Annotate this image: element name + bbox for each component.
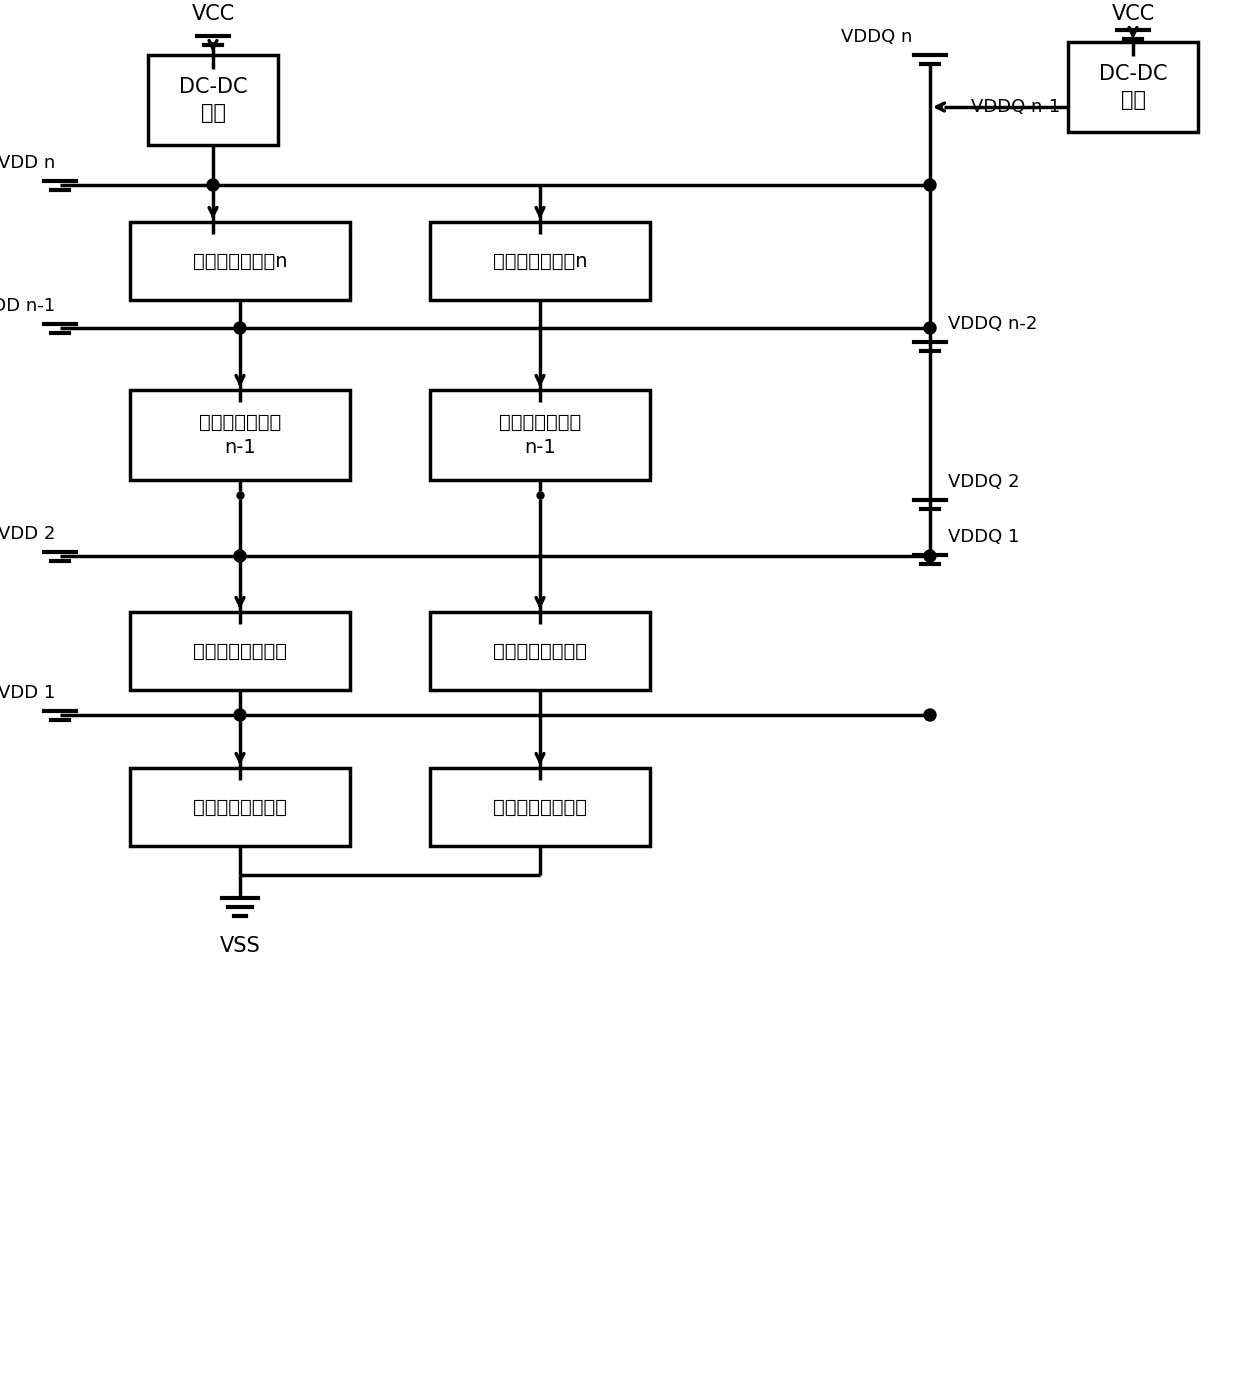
Text: DC-DC: DC-DC	[179, 78, 247, 98]
Text: VCC: VCC	[1111, 4, 1154, 24]
Text: 第一待供电单元１: 第一待供电单元１	[193, 797, 286, 817]
Bar	[148, 54, 278, 145]
Circle shape	[924, 551, 936, 562]
Circle shape	[234, 551, 246, 562]
Bar	[430, 222, 650, 300]
Text: VDD n: VDD n	[0, 153, 55, 171]
Text: n-1: n-1	[525, 438, 556, 457]
Circle shape	[207, 178, 219, 191]
Bar	[130, 768, 350, 846]
Text: VDDQ n: VDDQ n	[841, 28, 911, 46]
Bar	[1068, 42, 1198, 132]
Text: 第二待供电单元１: 第二待供电单元１	[494, 797, 587, 817]
Text: VDD 2: VDD 2	[0, 526, 55, 544]
Circle shape	[234, 710, 246, 721]
Text: VDDQ 2: VDDQ 2	[949, 473, 1019, 491]
Text: 第一待供电单元n: 第一待供电单元n	[192, 251, 288, 270]
Bar	[430, 612, 650, 690]
Bar	[130, 222, 350, 300]
Text: VDDQ n-2: VDDQ n-2	[949, 315, 1038, 333]
Text: VSS: VSS	[219, 935, 260, 956]
Circle shape	[924, 322, 936, 335]
Text: 模块: 模块	[1121, 89, 1146, 110]
Text: 第二待供电单元: 第二待供电单元	[498, 413, 582, 432]
Bar	[130, 390, 350, 480]
Text: n-1: n-1	[224, 438, 255, 457]
Bar	[430, 390, 650, 480]
Circle shape	[924, 178, 936, 191]
Text: VCC: VCC	[191, 4, 234, 24]
Text: 第二待供电单元２: 第二待供电单元２	[494, 641, 587, 661]
Text: VDD 1: VDD 1	[0, 684, 55, 703]
Text: 第二待供电单元n: 第二待供电单元n	[492, 251, 588, 270]
Text: VDDQ n-1: VDDQ n-1	[971, 98, 1060, 116]
Circle shape	[924, 710, 936, 721]
Text: VDDQ 1: VDDQ 1	[949, 528, 1019, 546]
Text: 第一待供电单元２: 第一待供电单元２	[193, 641, 286, 661]
Bar	[430, 768, 650, 846]
Text: 第一待供电单元: 第一待供电单元	[198, 413, 281, 432]
Bar	[130, 612, 350, 690]
Text: VDD n-1: VDD n-1	[0, 297, 55, 315]
Text: 模块: 模块	[201, 103, 226, 123]
Text: DC-DC: DC-DC	[1099, 64, 1167, 85]
Circle shape	[234, 322, 246, 335]
